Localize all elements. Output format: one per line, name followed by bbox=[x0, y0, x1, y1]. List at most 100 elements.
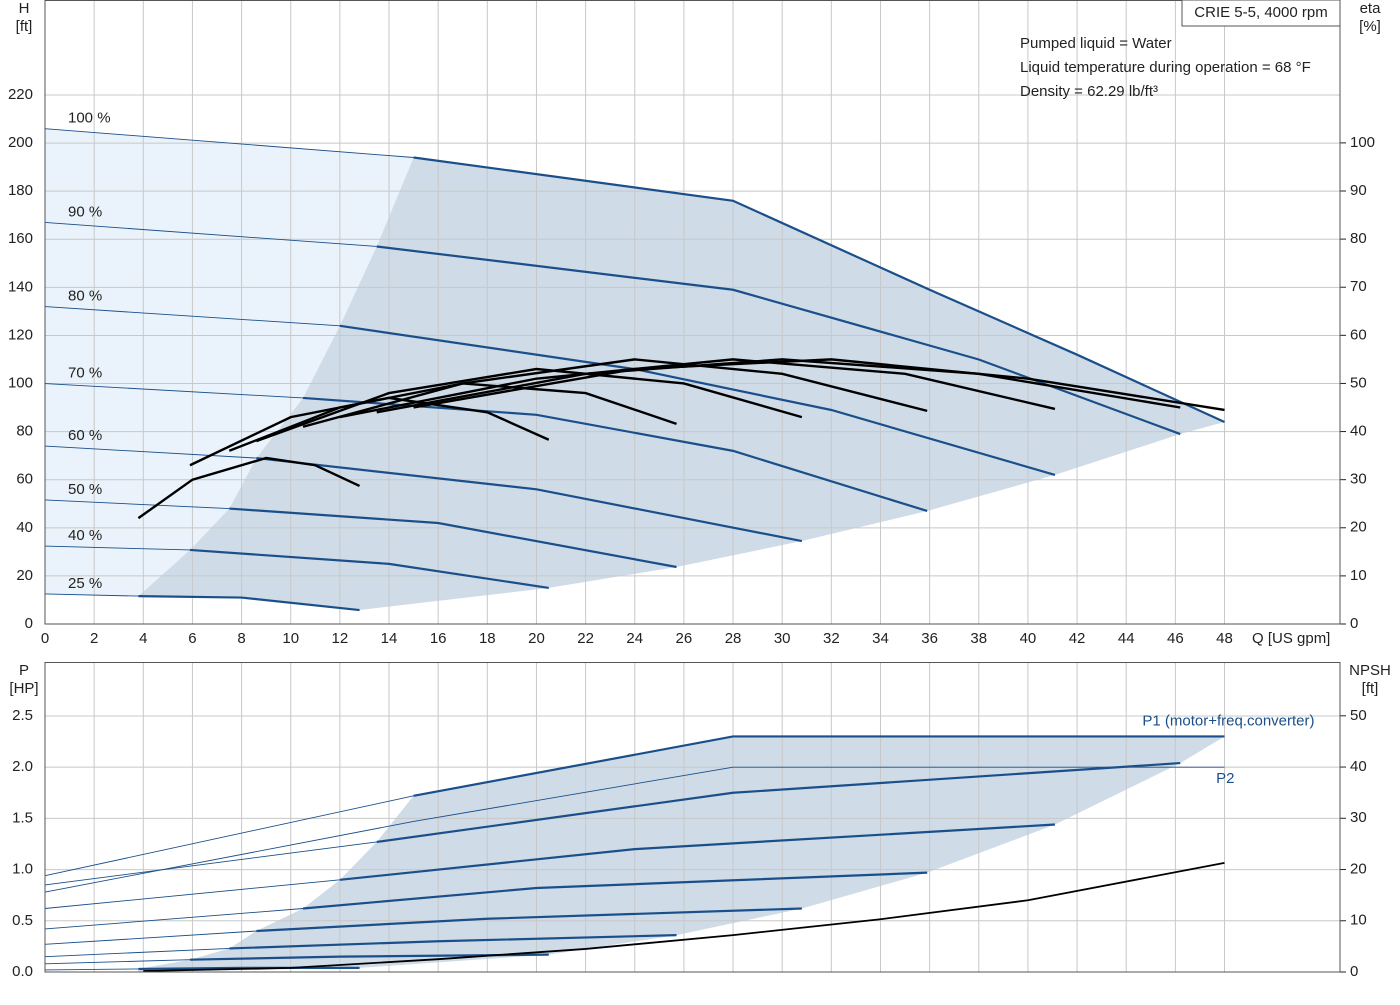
y-tick-label: 80 bbox=[16, 423, 33, 440]
plot-frame bbox=[44, 0, 1341, 625]
curve-label: 80 % bbox=[68, 288, 102, 305]
y2-tick-label: 90 bbox=[1350, 182, 1367, 199]
curve-thin bbox=[44, 221, 377, 247]
y2-axis-label: eta bbox=[1360, 0, 1382, 17]
y2-axis-unit: [%] bbox=[1359, 18, 1381, 35]
x-tick-label: 18 bbox=[479, 630, 496, 647]
x-tick-label: 38 bbox=[970, 630, 987, 647]
y2-tick-label: 30 bbox=[1350, 809, 1367, 826]
y-tick-label: 1.5 bbox=[12, 809, 33, 826]
curve-label: 90 % bbox=[68, 203, 102, 220]
curves bbox=[44, 735, 1225, 972]
curve-thin bbox=[44, 593, 139, 597]
y2-tick-label: 80 bbox=[1350, 230, 1367, 247]
y2-tick-label: 30 bbox=[1350, 471, 1367, 488]
curves bbox=[44, 128, 1225, 612]
x-tick-label: 2 bbox=[90, 630, 98, 647]
p2-curve bbox=[44, 766, 1225, 893]
y2-tick-label: 60 bbox=[1350, 326, 1367, 343]
curve bbox=[256, 907, 802, 933]
y2-tick-label: 20 bbox=[1350, 860, 1367, 877]
shading bbox=[138, 736, 1225, 972]
y-tick-label: 180 bbox=[8, 182, 33, 199]
y-axis-unit: [ft] bbox=[16, 18, 33, 35]
curve bbox=[302, 871, 928, 910]
region bbox=[138, 736, 1225, 972]
y2-axis-unit: [ft] bbox=[1362, 680, 1379, 697]
eta-curve bbox=[189, 396, 550, 467]
curve-label: 25 % bbox=[68, 575, 102, 592]
curve-thin bbox=[44, 545, 190, 551]
curve-label: 50 % bbox=[68, 481, 102, 498]
y2-tick-label: 0 bbox=[1350, 615, 1358, 632]
plot-frame bbox=[44, 662, 1341, 973]
curve bbox=[413, 156, 1225, 424]
y-tick-label: 120 bbox=[8, 326, 33, 343]
x-tick-label: 10 bbox=[282, 630, 299, 647]
annotation: Liquid temperature during operation = 68… bbox=[1020, 59, 1311, 76]
x-tick-label: 14 bbox=[381, 630, 398, 647]
annotation: Pumped liquid = Water bbox=[1020, 35, 1172, 52]
x-tick-label: 36 bbox=[921, 630, 938, 647]
y-axis-label: P bbox=[19, 662, 29, 679]
curve-thin bbox=[44, 908, 304, 930]
y2-axis-label: NPSH bbox=[1349, 662, 1391, 679]
curve-label: P2 bbox=[1216, 770, 1234, 787]
x-tick-label: 6 bbox=[188, 630, 196, 647]
x-tick-label: 32 bbox=[823, 630, 840, 647]
x-axis-label: Q [US gpm] bbox=[1252, 630, 1330, 647]
x-tick-label: 0 bbox=[41, 630, 49, 647]
curve-thin bbox=[44, 841, 377, 886]
curve-label: 60 % bbox=[68, 427, 102, 444]
y-tick-label: 160 bbox=[8, 230, 33, 247]
x-tick-label: 20 bbox=[528, 630, 545, 647]
y-tick-label: 1.0 bbox=[12, 861, 33, 878]
curve-thin bbox=[44, 968, 139, 971]
y2-tick-label: 10 bbox=[1350, 912, 1367, 929]
y-tick-label: 60 bbox=[16, 471, 33, 488]
curve bbox=[189, 548, 549, 590]
curve-thin bbox=[44, 383, 304, 399]
y-tick-label: 0 bbox=[25, 615, 33, 632]
x-tick-label: 34 bbox=[872, 630, 889, 647]
curve-label: 70 % bbox=[68, 365, 102, 382]
curve bbox=[138, 966, 360, 971]
y-tick-label: 200 bbox=[8, 134, 33, 151]
y-tick-label: 0.5 bbox=[12, 912, 33, 929]
eta-curve bbox=[228, 382, 677, 452]
annotation: Density = 62.29 lb/ft³ bbox=[1020, 83, 1158, 100]
grid bbox=[44, 0, 1340, 625]
y-tick-label: 20 bbox=[16, 567, 33, 584]
curve bbox=[339, 324, 1056, 476]
y2-tick-label: 10 bbox=[1350, 567, 1367, 584]
x-tick-label: 24 bbox=[626, 630, 643, 647]
curve-thin bbox=[44, 306, 340, 327]
curve-label: 40 % bbox=[68, 527, 102, 544]
y-tick-label: 40 bbox=[16, 519, 33, 536]
x-tick-label: 42 bbox=[1069, 630, 1086, 647]
x-tick-label: 16 bbox=[430, 630, 447, 647]
curve-thin bbox=[44, 128, 414, 158]
curve-label: P1 (motor+freq.converter) bbox=[1142, 712, 1314, 729]
x-tick-label: 12 bbox=[332, 630, 349, 647]
curve-thin bbox=[44, 445, 257, 459]
y-tick-label: 140 bbox=[8, 278, 33, 295]
y2-tick-label: 100 bbox=[1350, 134, 1375, 151]
x-tick-label: 28 bbox=[725, 630, 742, 647]
x-tick-label: 8 bbox=[237, 630, 245, 647]
y2-tick-label: 0 bbox=[1350, 963, 1358, 980]
y-tick-label: 100 bbox=[8, 375, 33, 392]
y-axis-label: H bbox=[19, 0, 30, 17]
chart-title: CRIE 5-5, 4000 rpm bbox=[1194, 4, 1327, 21]
curve bbox=[376, 761, 1181, 844]
y2-tick-label: 40 bbox=[1350, 758, 1367, 775]
curve bbox=[229, 507, 677, 569]
x-tick-label: 40 bbox=[1020, 630, 1037, 647]
eta-curve bbox=[255, 367, 803, 443]
curve-thin bbox=[44, 947, 230, 958]
y-tick-label: 0.0 bbox=[12, 963, 33, 980]
x-tick-label: 26 bbox=[676, 630, 693, 647]
x-tick-label: 22 bbox=[577, 630, 594, 647]
eta-curve bbox=[413, 358, 1225, 412]
